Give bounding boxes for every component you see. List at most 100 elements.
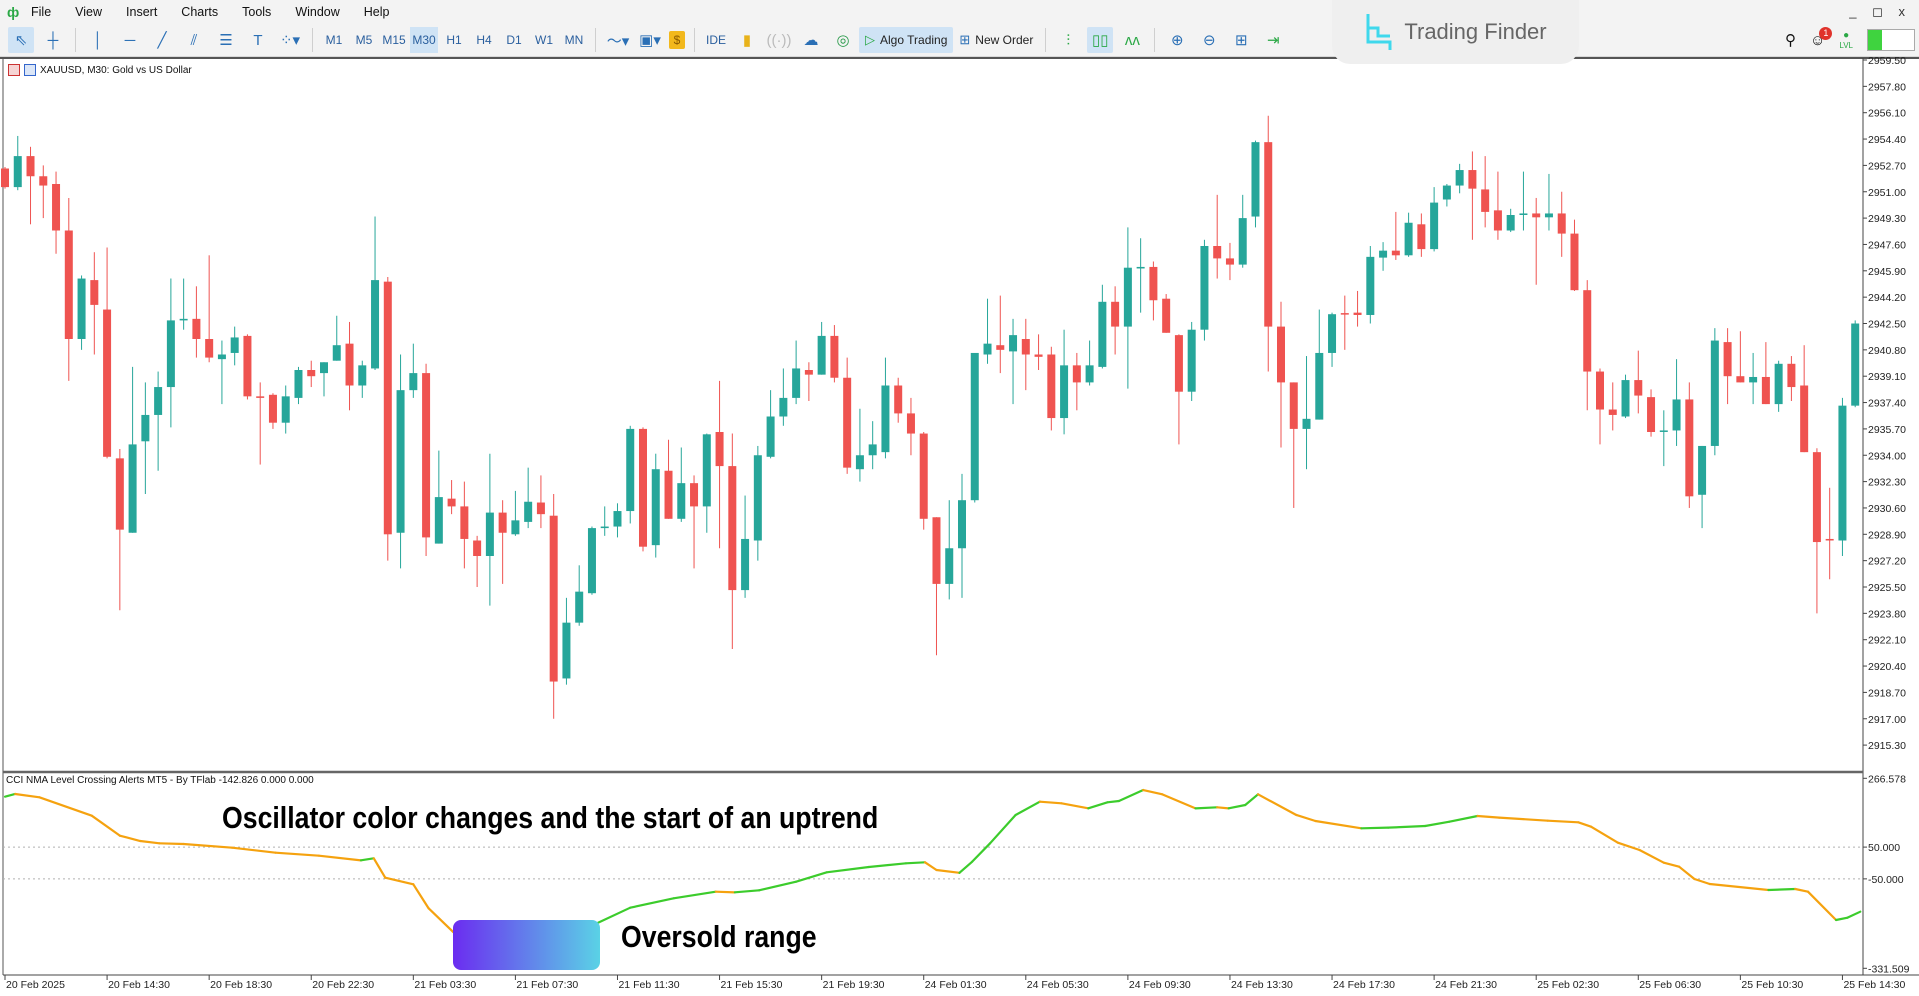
time-tick-label: 25 Feb 02:30 <box>1537 979 1599 991</box>
bar-chart-icon[interactable]: ⫶ <box>1066 31 1071 49</box>
candle-body <box>575 591 584 623</box>
candlestick-icon[interactable]: ▯▯ <box>1087 27 1114 53</box>
time-tick-label: 24 Feb 13:30 <box>1231 979 1293 991</box>
zoom-in-icon[interactable]: ⊕ <box>1171 32 1184 49</box>
status-toggle[interactable] <box>1867 29 1915 51</box>
menu-insert[interactable]: Insert <box>126 5 158 19</box>
oscillator-segment <box>1577 821 1593 828</box>
toolbar-right: ⚲ ☺ 1 ● LVL <box>1771 26 1915 53</box>
crosshair-icon[interactable]: ┼ <box>47 31 59 49</box>
shapes-icon[interactable]: ⁘▾ <box>279 32 301 49</box>
channel-icon[interactable]: ⫽ <box>190 31 198 49</box>
time-tick-label: 24 Feb 05:30 <box>1027 979 1089 991</box>
cursor-icon[interactable]: ⇖ <box>8 27 34 53</box>
line-chart-icon[interactable]: ᴧᴧ <box>1124 31 1140 49</box>
fibonacci-icon[interactable]: ☰ <box>219 32 233 49</box>
horizontal-line-icon[interactable]: ─ <box>124 31 136 49</box>
timeframe-m1[interactable]: M1 <box>325 33 343 47</box>
bearish-candle <box>1468 151 1477 240</box>
candle-body <box>383 281 392 535</box>
bullish-candle <box>294 366 303 405</box>
vps-icon[interactable]: ◎ <box>836 32 850 49</box>
algo-trading-button[interactable]: ▷ Algo Trading <box>859 27 954 53</box>
timeframe-h4[interactable]: H4 <box>476 33 492 47</box>
chart-template-icon[interactable]: ▣▾ <box>639 32 661 49</box>
timeframe-h1[interactable]: H1 <box>446 33 462 47</box>
new-order-button[interactable]: ⊞ New Order <box>953 27 1039 53</box>
candle-body <box>1353 312 1362 315</box>
bearish-candle <box>1800 345 1809 453</box>
candle-body <box>256 396 265 398</box>
bearish-candle <box>268 393 277 429</box>
market-bag-icon[interactable]: ▮ <box>742 32 752 49</box>
bullish-candle <box>320 362 328 397</box>
bearish-candle <box>996 295 1005 374</box>
oscillator-segment <box>988 813 1017 845</box>
price-tick-label: 2932.30 <box>1868 477 1906 489</box>
timeframe-m15[interactable]: M15 <box>382 33 406 47</box>
cloud-icon[interactable]: ☁ <box>803 32 819 49</box>
time-tick-label: 20 Feb 14:30 <box>108 979 170 991</box>
menu-tools[interactable]: Tools <box>242 5 272 19</box>
candle-body <box>983 343 992 355</box>
ide-button[interactable]: IDE <box>705 33 726 47</box>
bearish-candle <box>205 255 214 363</box>
zoom-out-icon[interactable]: ⊖ <box>1203 32 1216 49</box>
oscillator-segment <box>1360 826 1390 830</box>
timeframe-mn[interactable]: MN <box>564 33 584 47</box>
candle-body <box>485 512 494 556</box>
bearish-candle <box>243 334 252 400</box>
menu-window[interactable]: Window <box>295 5 340 19</box>
signals-icon[interactable]: ((·)) <box>766 31 792 49</box>
oscillator-segment <box>971 842 992 863</box>
trendline-icon[interactable]: ╱ <box>157 32 167 49</box>
bearish-candle <box>1162 294 1171 333</box>
bearish-candle <box>1685 382 1694 508</box>
bullish-candle <box>1251 140 1260 228</box>
bullish-candle <box>1749 352 1758 405</box>
menu-file[interactable]: File <box>31 5 52 19</box>
candle-body <box>179 318 188 321</box>
menu-help[interactable]: Help <box>363 5 390 19</box>
play-icon: ▷ <box>865 32 875 47</box>
menu-charts[interactable]: Charts <box>181 5 219 19</box>
candle-body <box>1685 399 1694 497</box>
time-tick-label: 20 Feb 22:30 <box>312 979 374 991</box>
price-tick-label: 2917.00 <box>1868 714 1906 726</box>
profile-icon[interactable]: ☺ 1 <box>1810 26 1833 49</box>
tile-windows-icon[interactable]: ⊞ <box>1235 32 1248 49</box>
oscillator-segment <box>1693 877 1711 886</box>
price-tick-label: 2939.10 <box>1868 371 1906 383</box>
bullish-candle <box>600 506 609 536</box>
menu-view[interactable]: View <box>75 5 103 19</box>
lvl-icon[interactable]: ● LVL <box>1839 27 1853 53</box>
text-icon[interactable]: T <box>253 31 263 49</box>
search-icon[interactable]: ⚲ <box>1785 32 1797 49</box>
candle-body <box>1774 363 1783 405</box>
dollar-icon[interactable]: $ <box>669 31 685 49</box>
oversold-annotation: Oversold range <box>621 919 817 954</box>
indicators-icon[interactable]: 〜▾ <box>606 32 630 50</box>
candle-body <box>1544 213 1553 218</box>
bullish-candle <box>1698 445 1707 529</box>
bullish-candle <box>141 382 150 494</box>
autoscroll-icon[interactable]: ⇥ <box>1267 32 1280 49</box>
bearish-candle <box>422 363 431 556</box>
bearish-candle <box>1111 286 1120 355</box>
bullish-candle <box>1187 321 1196 401</box>
timeframe-d1[interactable]: D1 <box>506 33 522 47</box>
bearish-candle <box>843 357 852 474</box>
oscillator-segment <box>139 839 161 845</box>
bullish-candle <box>562 597 571 685</box>
bullish-candle <box>587 526 596 595</box>
timeframe-w1[interactable]: W1 <box>535 33 553 47</box>
timeframe-m5[interactable]: M5 <box>355 33 373 47</box>
bearish-candle <box>256 382 265 465</box>
candle-body <box>1583 290 1592 372</box>
timeframe-m30[interactable]: M30 <box>410 27 438 53</box>
window-controls[interactable]: _ ◻ x <box>1849 4 1911 19</box>
bearish-candle <box>64 197 73 381</box>
oscillator-segment <box>1834 916 1849 922</box>
vertical-line-icon[interactable]: │ <box>93 31 103 49</box>
